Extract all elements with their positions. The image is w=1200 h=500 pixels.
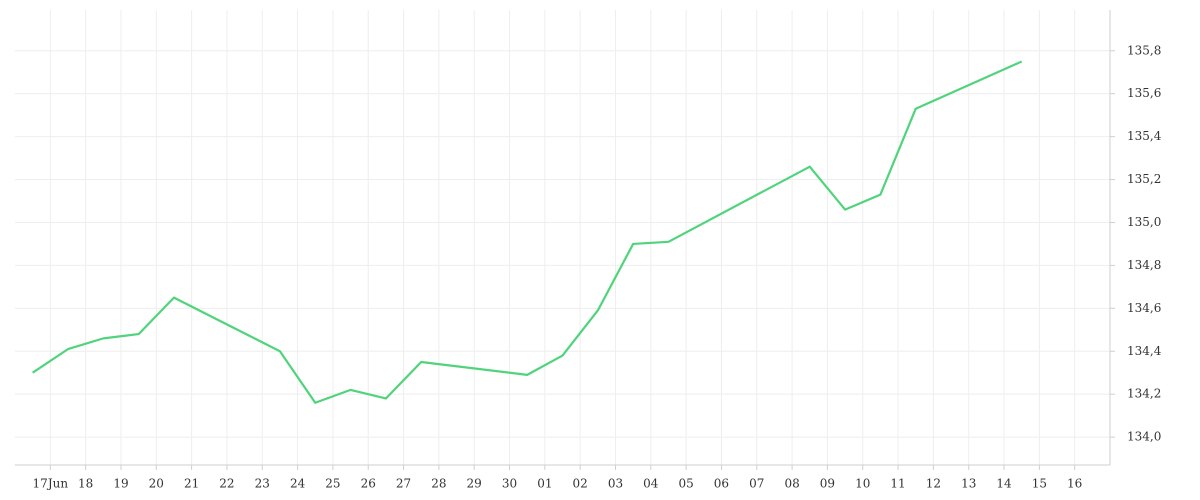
x-tick-label: 25	[325, 477, 340, 491]
y-tick-label: 135,0	[1127, 215, 1161, 229]
x-tick-label: 05	[678, 477, 693, 491]
y-tick-label: 134,8	[1127, 258, 1161, 272]
x-tick-label: 26	[361, 477, 376, 491]
x-tick-label: 27	[396, 477, 411, 491]
line-series	[32, 60, 1023, 404]
x-tick-label: 24	[290, 477, 306, 491]
y-tick-label: 135,2	[1127, 172, 1161, 186]
x-tick-label: 13	[961, 477, 976, 491]
x-tick-label: 28	[431, 477, 446, 491]
x-tick-label: 19	[113, 477, 128, 491]
y-tick-label: 135,6	[1127, 86, 1161, 100]
x-tick-label: 18	[78, 477, 93, 491]
x-tick-label: 04	[643, 477, 659, 491]
y-tick-label: 134,0	[1127, 430, 1161, 444]
y-tick-label: 134,6	[1127, 301, 1161, 315]
x-tick-label: 01	[537, 477, 552, 491]
x-tick-label: 03	[608, 477, 623, 491]
y-tick-label: 135,8	[1127, 43, 1161, 57]
x-tick-label: 17Jun	[33, 477, 69, 491]
x-tick-label: 16	[1067, 477, 1082, 491]
x-tick-label: 21	[184, 477, 199, 491]
y-tick-label: 135,4	[1127, 129, 1162, 143]
x-tick-label: 30	[502, 477, 517, 491]
x-tick-label: 08	[784, 477, 799, 491]
y-tick-label: 134,4	[1127, 344, 1162, 358]
x-tick-label: 15	[1032, 477, 1047, 491]
y-tick-label: 134,2	[1127, 387, 1161, 401]
x-tick-label: 02	[573, 477, 588, 491]
x-tick-label: 07	[749, 477, 764, 491]
x-tick-label: 14	[996, 477, 1012, 491]
x-tick-label: 29	[467, 477, 482, 491]
x-tick-label: 09	[820, 477, 835, 491]
x-tick-label: 23	[255, 477, 270, 491]
x-tick-label: 22	[219, 477, 234, 491]
labels: 134,0 134,2 134,4 134,6 134,8 135,0 135,2 135,4…	[32, 43, 1162, 491]
x-tick-label: 20	[149, 477, 164, 491]
x-tick-label: 11	[890, 477, 905, 491]
x-tick-label: 12	[926, 477, 941, 491]
x-tick-label: 10	[855, 477, 870, 491]
x-tick-label: 06	[714, 477, 729, 491]
